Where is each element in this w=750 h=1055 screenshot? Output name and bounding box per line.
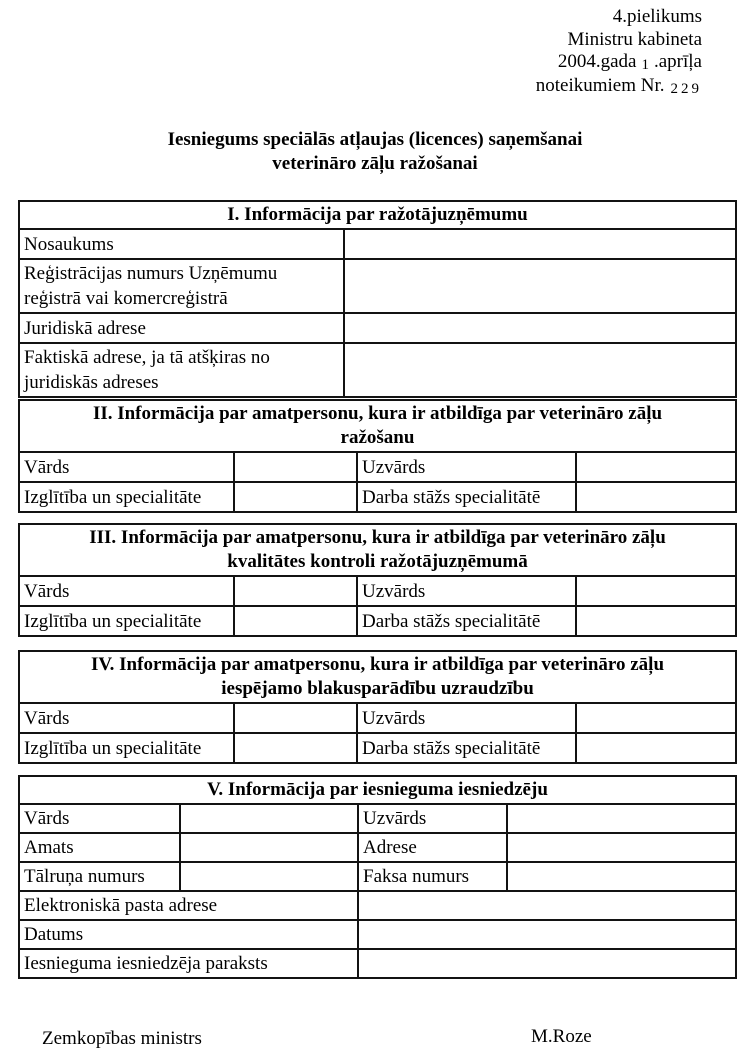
label-s5-epasta-adrese: Elektroniskā pasta adrese — [18, 890, 359, 921]
ref-date-prefix: 2004.gada — [557, 51, 637, 72]
input-cell-s2-uzvards — [574, 451, 738, 483]
input-cell-registracijas-numurs — [342, 258, 738, 314]
ref-line-date: 2004.gada 1 .aprīļa — [536, 51, 702, 75]
input-cell-s4-darba-stazs — [574, 732, 738, 764]
label-s3-darba-stazs: Darba stāžs specialitātē — [356, 605, 577, 637]
section-4-table: IV. Informācija par amatpersonu, kura ir… — [17, 650, 738, 764]
ref-date-filled-day: 1 — [641, 57, 649, 73]
section-1-title: I. Informācija par ražotājuzņēmumu — [17, 200, 738, 230]
label-s2-darba-stazs: Darba stāžs specialitātē — [356, 481, 577, 513]
label-juridiska-adrese: Juridiskā adrese — [18, 312, 345, 344]
section-5-table: V. Informācija par iesnieguma iesniedzēj… — [17, 775, 738, 979]
input-cell-s5-adrese — [505, 832, 738, 863]
section-3-table: III. Informācija par amatpersonu, kura i… — [17, 523, 738, 637]
label-s3-uzvards: Uzvārds — [356, 575, 577, 607]
minister-name: M.Roze — [531, 1026, 592, 1047]
input-cell-s3-darba-stazs — [574, 605, 738, 637]
input-cell-s5-uzvards — [505, 803, 738, 834]
regulation-reference: 4.pielikums Ministru kabineta 2004.gada 1… — [536, 6, 702, 98]
label-s5-datums: Datums — [18, 919, 359, 950]
label-registracijas-numurs: Reģistrācijas numurs Uzņēmumu reģistrā v… — [18, 258, 345, 314]
label-s5-talruna-numurs: Tālruņa numurs — [18, 861, 181, 892]
section-2-table: II. Informācija par amatpersonu, kura ir… — [17, 399, 738, 513]
input-cell-s5-amats — [179, 832, 359, 863]
input-cell-s3-izglitiba — [233, 605, 358, 637]
label-s5-adrese: Adrese — [357, 832, 508, 863]
label-s5-faksa-numurs: Faksa numurs — [357, 861, 508, 892]
ref-number-prefix: noteikumiem Nr. — [535, 74, 665, 96]
input-cell-s2-izglitiba — [233, 481, 358, 513]
input-cell-s3-uzvards — [574, 575, 738, 607]
label-s4-uzvards: Uzvārds — [356, 702, 577, 734]
input-cell-s4-izglitiba — [233, 732, 358, 764]
ref-line-number: noteikumiem Nr. 229 — [536, 75, 702, 99]
input-cell-s2-darba-stazs — [574, 481, 738, 513]
ref-number-filled: 229 — [670, 80, 702, 97]
label-s2-izglitiba: Izglītība un specialitāte — [18, 481, 235, 513]
label-s3-vards: Vārds — [18, 575, 235, 607]
label-s4-vards: Vārds — [18, 702, 235, 734]
input-cell-s5-talruna-numurs — [179, 861, 359, 892]
input-cell-s5-epasta-adrese — [356, 890, 738, 921]
ref-line-cabinet: Ministru kabineta — [567, 28, 702, 50]
input-cell-juridiska-adrese — [342, 312, 738, 344]
section-4-title: IV. Informācija par amatpersonu, kura ir… — [17, 650, 738, 704]
input-cell-s5-faksa-numurs — [505, 861, 738, 892]
label-s5-paraksts: Iesnieguma iesniedzēja paraksts — [18, 948, 359, 979]
input-cell-s2-vards — [233, 451, 358, 483]
label-nosaukums: Nosaukums — [18, 228, 345, 260]
document-title: Iesniegums speciālās atļaujas (licences)… — [167, 129, 583, 174]
label-s5-vards: Vārds — [18, 803, 181, 834]
label-faktiska-adrese: Faktiskā adrese, ja tā atšķiras no jurid… — [18, 342, 345, 398]
label-s4-izglitiba: Izglītība un specialitāte — [18, 732, 235, 764]
ref-date-suffix: .aprīļa — [653, 51, 702, 72]
minister-title: Zemkopības ministrs — [42, 1028, 202, 1049]
input-cell-faktiska-adrese — [342, 342, 738, 398]
section-5-title: V. Informācija par iesnieguma iesniedzēj… — [17, 775, 738, 805]
label-s5-uzvards: Uzvārds — [357, 803, 508, 834]
label-s3-izglitiba: Izglītība un specialitāte — [18, 605, 235, 637]
input-cell-s3-vards — [233, 575, 358, 607]
label-s2-uzvards: Uzvārds — [356, 451, 577, 483]
ref-line-annex: 4.pielikums — [612, 6, 702, 27]
input-cell-s5-paraksts — [356, 948, 738, 979]
section-3-title: III. Informācija par amatpersonu, kura i… — [17, 523, 738, 577]
input-cell-s5-vards — [179, 803, 359, 834]
input-cell-s4-uzvards — [574, 702, 738, 734]
section-1-table: I. Informācija par ražotājuzņēmumu Nosau… — [17, 200, 738, 398]
input-cell-nosaukums — [342, 228, 738, 260]
label-s2-vards: Vārds — [18, 451, 235, 483]
label-s5-amats: Amats — [18, 832, 181, 863]
label-s4-darba-stazs: Darba stāžs specialitātē — [356, 732, 577, 764]
input-cell-s5-datums — [356, 919, 738, 950]
input-cell-s4-vards — [233, 702, 358, 734]
section-2-title: II. Informācija par amatpersonu, kura ir… — [17, 399, 738, 453]
